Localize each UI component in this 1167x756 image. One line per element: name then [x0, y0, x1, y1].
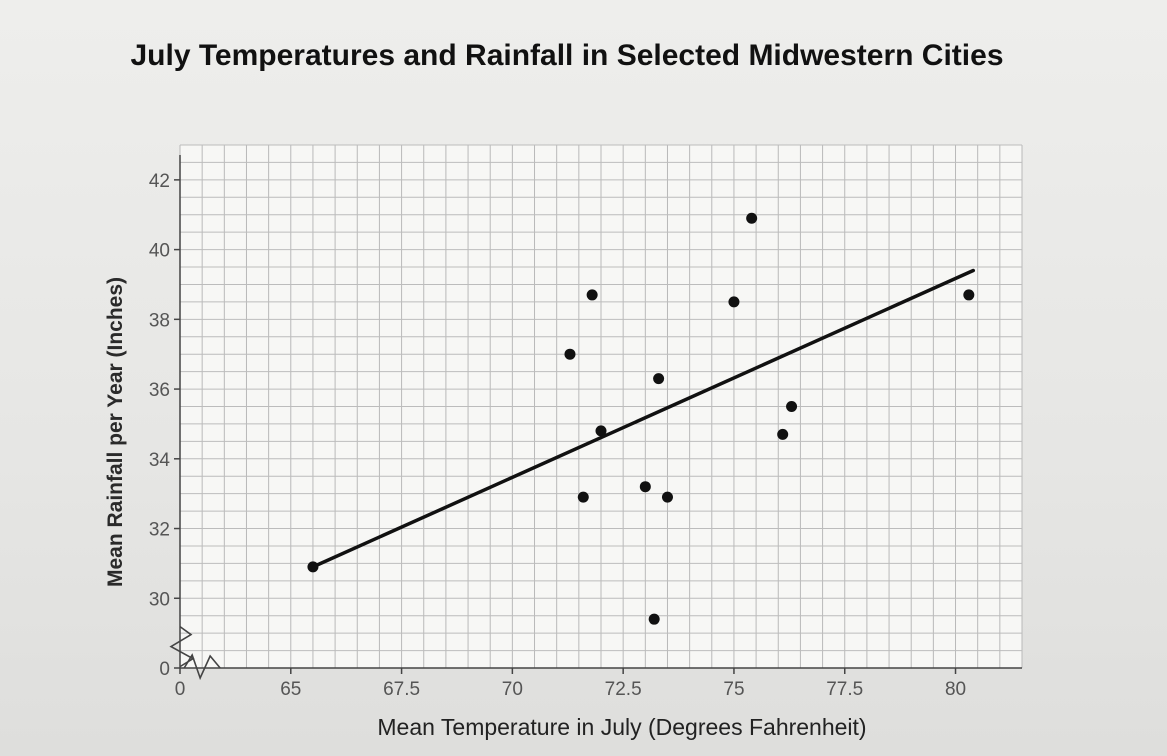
trend-line — [311, 268, 976, 569]
x-tick-label: 80 — [945, 679, 966, 700]
x-tick-label: 65 — [280, 679, 301, 700]
y-tick-label: 32 — [149, 520, 170, 541]
grid — [179, 144, 1023, 669]
chart-title: July Temperatures and Rainfall in Select… — [130, 39, 1003, 72]
trend-line-group — [311, 268, 976, 569]
x-tick-label: 70 — [502, 679, 523, 700]
data-points — [307, 212, 975, 625]
y-axis-label: Mean Rainfall per Year (Inches) — [104, 277, 127, 587]
x-axis-break-symbol — [183, 653, 221, 681]
x-tick-label: 75 — [723, 679, 744, 700]
x-tick-label: 77.5 — [826, 679, 863, 700]
data-point — [786, 401, 798, 412]
data-point — [564, 348, 576, 360]
y-tick-label: 34 — [149, 450, 171, 471]
data-point — [746, 212, 758, 224]
y-tick-label: 36 — [149, 380, 170, 401]
data-point — [661, 491, 673, 503]
x-tick-label: 0 — [175, 679, 186, 700]
data-point — [728, 296, 740, 308]
y-tick-label: 42 — [149, 171, 170, 192]
data-point — [777, 428, 789, 440]
y-tick-label: 0 — [159, 659, 170, 680]
data-point — [586, 289, 598, 301]
y-tick-label: 30 — [149, 589, 170, 610]
data-point — [963, 289, 975, 301]
axes — [169, 155, 1022, 681]
tick-labels: 0 65 67.5 70 72.5 75 77.5 80 0 30 32 34 36 38 40 42 — [149, 171, 966, 700]
data-point — [648, 613, 660, 625]
x-tick-label: 67.5 — [383, 679, 420, 700]
data-point — [595, 425, 607, 437]
y-tick-label: 40 — [149, 241, 170, 262]
data-point — [307, 561, 319, 573]
x-tick-label: 72.5 — [605, 679, 642, 700]
data-point — [577, 491, 589, 503]
x-axis-label: Mean Temperature in July (Degrees Fahren… — [377, 714, 866, 740]
data-point — [653, 373, 665, 385]
y-tick-label: 38 — [149, 310, 170, 331]
data-point — [639, 481, 651, 493]
